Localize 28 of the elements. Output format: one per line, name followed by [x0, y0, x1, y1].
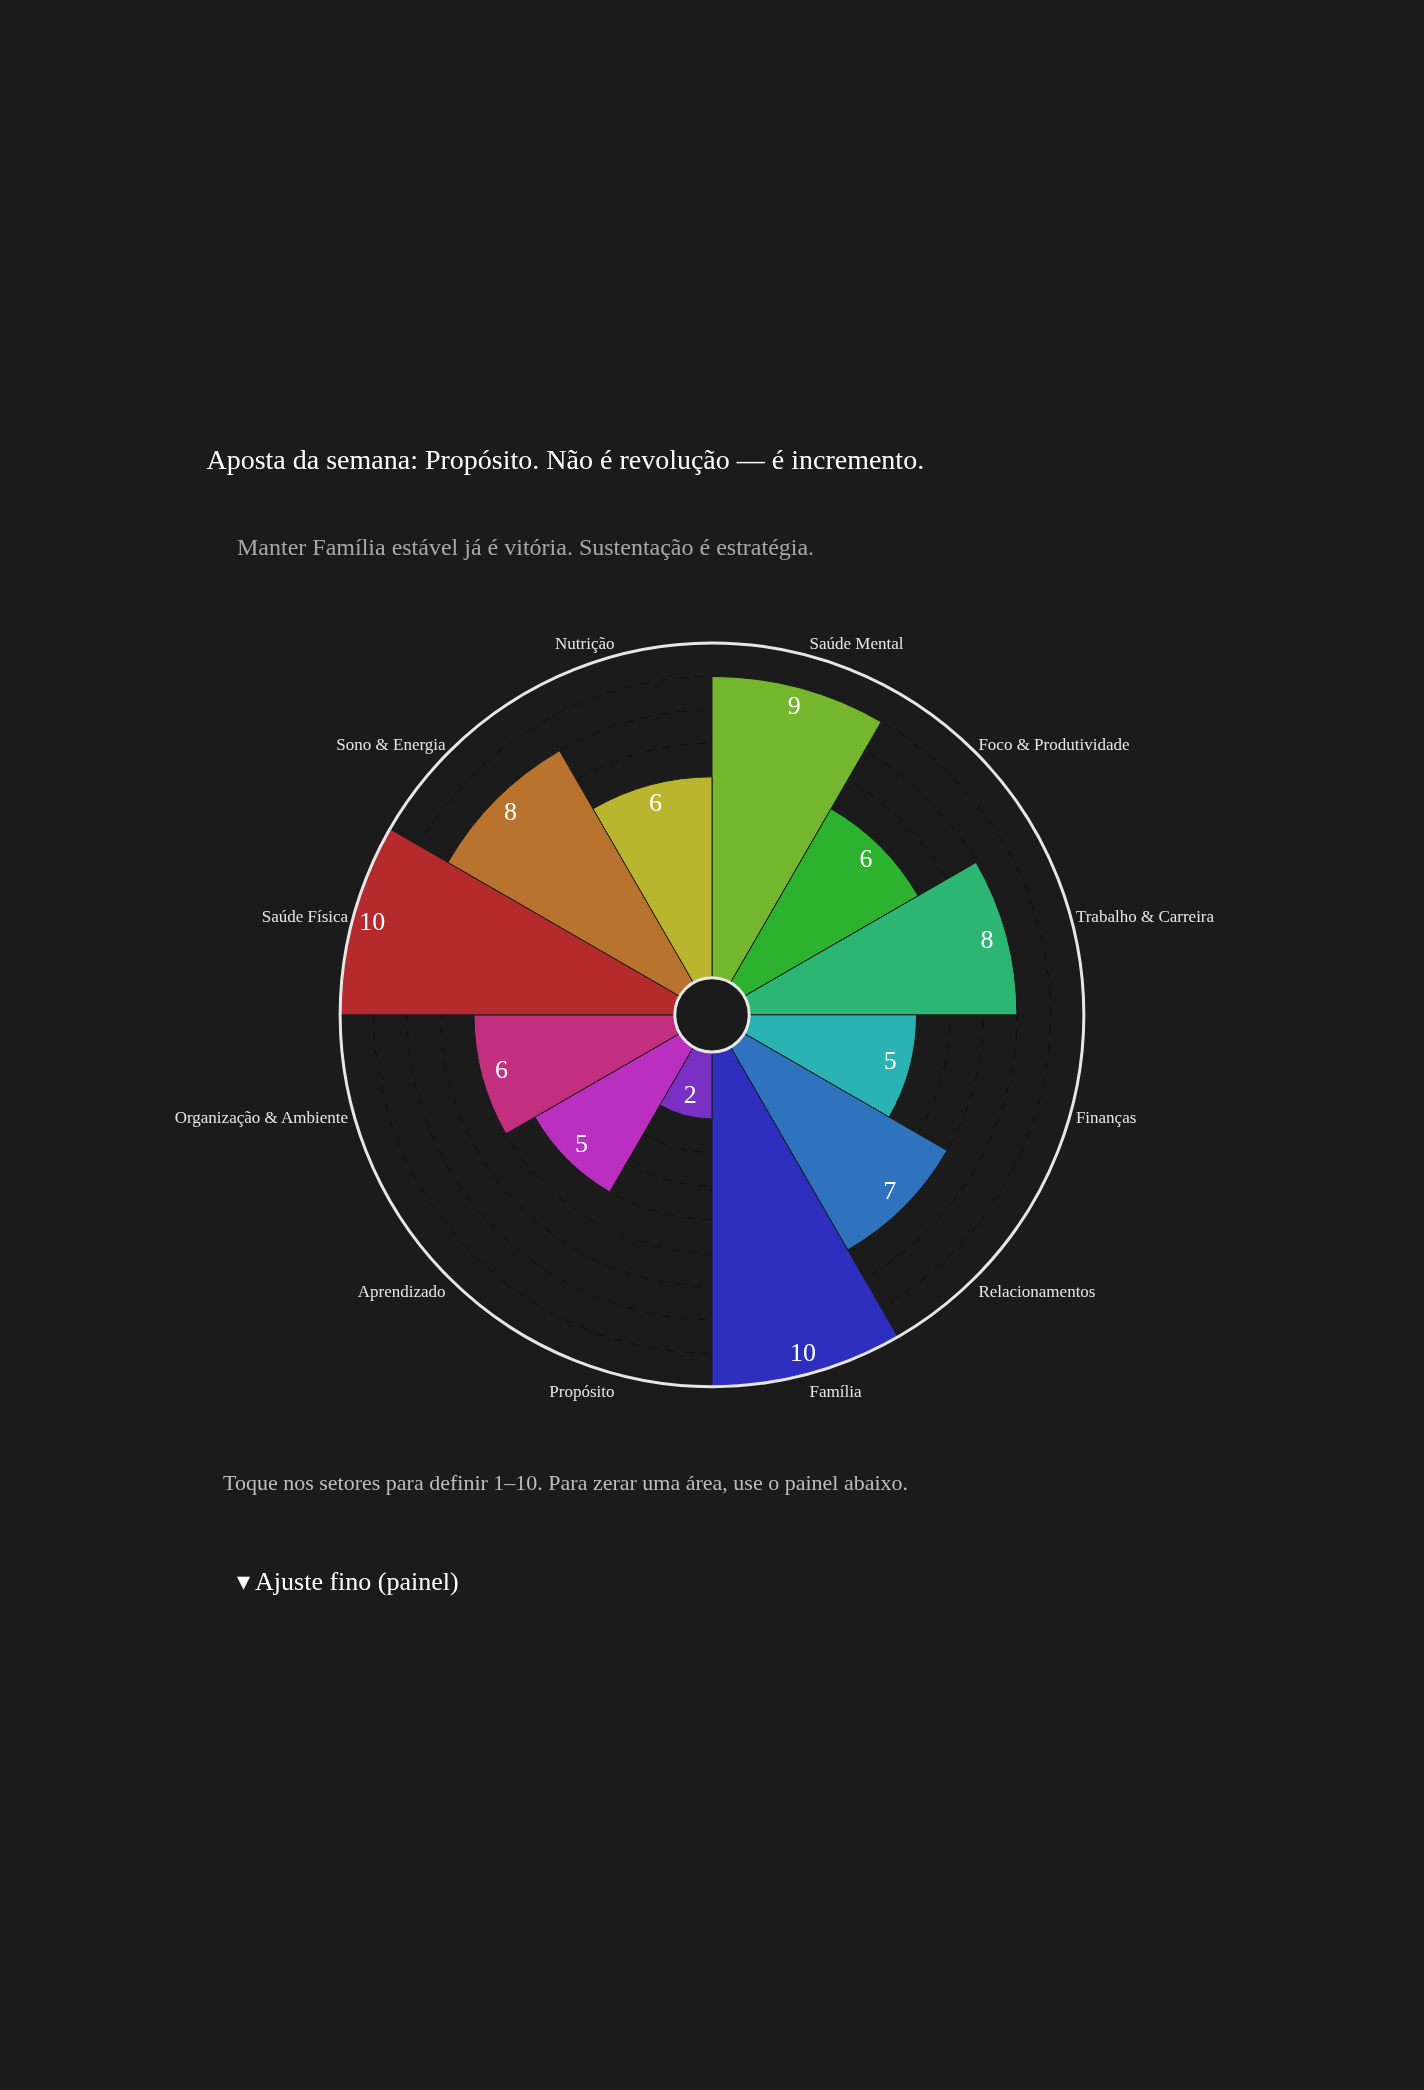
category-label: Sono & Energia: [336, 735, 447, 755]
category-label: Relacionamentos: [978, 1282, 1096, 1302]
category-label: Família: [809, 1381, 862, 1401]
data-label: 6: [859, 844, 873, 874]
text: Toque nos setores para definir 1–10. Para zerar uma área, use o painel abaixo.: [223, 1470, 909, 1495]
category-label: Saúde Física: [261, 907, 349, 927]
data-label: 8: [504, 796, 518, 826]
data-label: 2: [683, 1079, 697, 1109]
category-label: Propósito: [549, 1381, 615, 1401]
data-label: 10: [359, 907, 386, 937]
category-label: Aprendizado: [357, 1282, 446, 1302]
data-label: 10: [790, 1338, 817, 1368]
category-label: Foco & Produtividade: [978, 735, 1130, 755]
category-label: Organização & Ambiente: [174, 1107, 349, 1127]
data-label: 5: [883, 1046, 897, 1076]
text: ▾ Ajuste fino (painel): [237, 1567, 459, 1596]
category-label: Nutrição: [555, 634, 615, 654]
data-label: 7: [883, 1176, 897, 1206]
data-label: 8: [980, 924, 994, 954]
data-label: 5: [575, 1128, 589, 1158]
data-label: 9: [787, 690, 801, 720]
text: Aposta da semana: Propósito. Não é revolução — é incremento.: [206, 443, 925, 475]
category-label: Finanças: [1075, 1107, 1137, 1127]
data-label: 6: [495, 1054, 509, 1084]
category-label: Saúde Mental: [809, 634, 904, 654]
text: Manter Família estável já é vitória. Sustentação é estratégia.: [237, 534, 815, 560]
data-label: 6: [649, 787, 663, 817]
category-label: Trabalho & Carreira: [1075, 907, 1215, 927]
